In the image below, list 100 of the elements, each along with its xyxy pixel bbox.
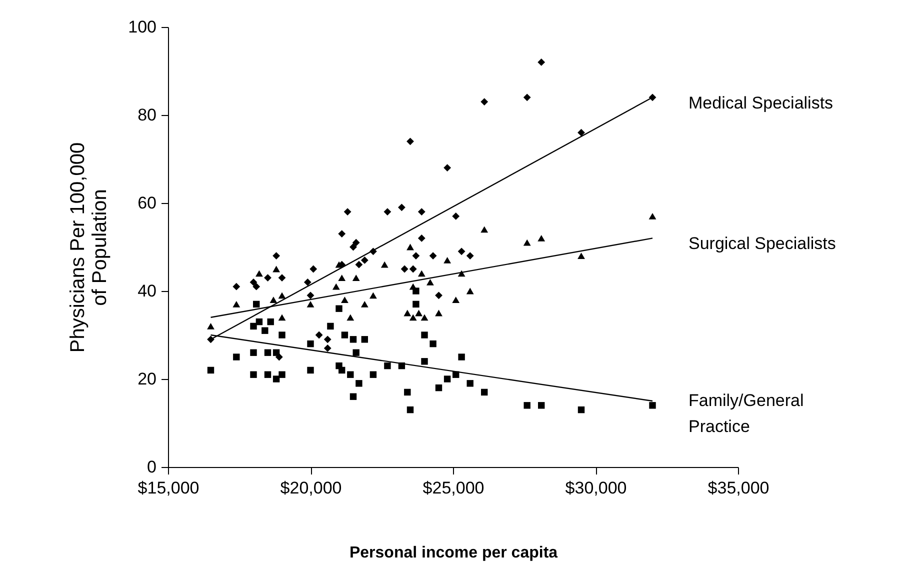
point: [400, 265, 408, 273]
point: [307, 366, 314, 374]
point: [252, 282, 260, 290]
point: [304, 278, 312, 286]
point: [420, 314, 428, 321]
x-tick-label: $20,000: [280, 478, 342, 498]
point: [338, 366, 346, 374]
point: [409, 265, 417, 273]
point: [466, 380, 474, 387]
point: [350, 336, 357, 343]
point: [538, 234, 546, 242]
point: [480, 98, 488, 106]
point: [458, 248, 466, 256]
point: [272, 376, 280, 382]
point: [272, 266, 280, 272]
point: [262, 327, 268, 334]
point: [252, 300, 260, 308]
point: [355, 260, 363, 268]
text: Medical Specialists: [688, 93, 834, 112]
point: [327, 322, 334, 330]
point: [250, 349, 257, 356]
point: [444, 164, 452, 172]
y-tick-label: 80: [138, 106, 156, 124]
point: [444, 256, 452, 264]
point: [256, 318, 263, 326]
point: [264, 274, 272, 282]
point: [264, 349, 272, 356]
text: Surgical Specialists: [688, 234, 836, 254]
point: [523, 94, 531, 102]
point: [278, 274, 286, 282]
point: [429, 252, 437, 260]
point: [412, 288, 420, 294]
point: [538, 402, 545, 409]
point: [421, 332, 428, 338]
y-tick-label: 0: [147, 458, 156, 476]
point: [310, 265, 318, 273]
point: [352, 349, 360, 356]
point: [346, 314, 354, 321]
point: [207, 322, 214, 330]
point: [435, 292, 442, 300]
point: [352, 238, 360, 246]
point: [384, 208, 392, 216]
point: [344, 208, 352, 216]
point: [466, 288, 474, 294]
point: [347, 371, 354, 378]
point: [207, 366, 214, 374]
point: [250, 322, 257, 330]
point: [404, 388, 411, 396]
point: [406, 138, 414, 146]
point: [523, 239, 531, 246]
y-tick-label: 20: [138, 370, 156, 388]
point: [380, 261, 388, 268]
point: [250, 371, 257, 378]
point: [415, 310, 423, 316]
point: [418, 270, 426, 277]
point: [435, 384, 442, 392]
point: [578, 406, 585, 414]
point: [430, 340, 436, 348]
point: [412, 252, 420, 260]
point: [267, 318, 274, 326]
point: [412, 300, 420, 308]
y-tick-label: 100: [128, 18, 156, 36]
x-tick-label: $25,000: [422, 478, 484, 498]
point: [458, 354, 465, 360]
text: Family/General Practice: [688, 391, 804, 436]
point: [538, 58, 546, 66]
point: [466, 252, 474, 260]
point: [418, 234, 426, 242]
point: [398, 204, 406, 212]
point: [335, 261, 343, 268]
point: [324, 336, 332, 344]
point: [272, 349, 280, 356]
point: [648, 212, 656, 220]
point: [578, 252, 585, 260]
x-tick-label: $30,000: [565, 478, 627, 498]
point: [306, 300, 314, 308]
point: [272, 252, 280, 260]
point: [384, 362, 391, 370]
point: [452, 296, 460, 304]
point: [404, 310, 412, 316]
y-axis-title: Physicians Per 100,000 of Population: [67, 142, 112, 353]
point: [332, 283, 340, 290]
point: [264, 371, 272, 378]
point: [578, 128, 585, 136]
point: [306, 292, 314, 300]
point: [340, 296, 348, 304]
point: [315, 331, 323, 339]
point: [369, 292, 377, 299]
point: [406, 406, 414, 414]
point: [360, 300, 368, 308]
y-tick-label: 60: [138, 194, 156, 212]
point: [338, 274, 346, 282]
point: [270, 296, 278, 304]
point: [324, 344, 332, 352]
point: [336, 305, 342, 312]
point: [480, 226, 488, 233]
x-tick-label: $35,000: [708, 478, 770, 498]
point: [370, 371, 377, 378]
x-tick-label: $15,000: [138, 478, 200, 498]
point: [278, 292, 286, 299]
